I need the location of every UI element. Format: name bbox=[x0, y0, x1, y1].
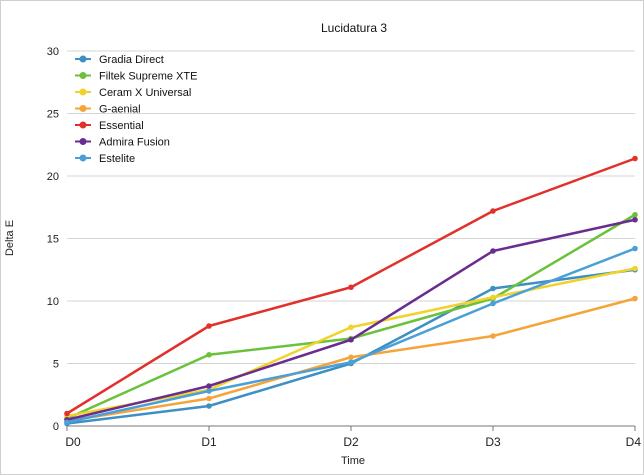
data-point bbox=[632, 155, 638, 162]
x-tick-label: D1 bbox=[201, 435, 217, 449]
legend: Gradia Direct Filtek Supreme XTE Ceram X U… bbox=[75, 54, 197, 165]
legend-item: Filtek Supreme XTE bbox=[75, 71, 197, 83]
series-essential bbox=[64, 155, 638, 417]
x-axis-title: Time bbox=[341, 455, 365, 467]
data-point bbox=[206, 383, 212, 389]
y-axis-title: Delta E bbox=[4, 220, 16, 256]
y-tick-label: 15 bbox=[47, 234, 59, 246]
legend-item: Admira Fusion bbox=[75, 137, 170, 149]
series-line bbox=[65, 247, 637, 424]
x-tick-label: D0 bbox=[65, 435, 81, 449]
x-tick-label: D2 bbox=[343, 435, 359, 449]
x-axis-ticks: D0 D1 D2 D3 D4 bbox=[65, 426, 641, 449]
legend-swatch-marker bbox=[79, 121, 87, 129]
legend-item: G-aenial bbox=[75, 104, 141, 116]
series-estelite bbox=[64, 245, 638, 426]
gridlines bbox=[67, 50, 635, 427]
legend-swatch-marker bbox=[79, 154, 87, 162]
data-point bbox=[632, 216, 638, 223]
legend-swatch-marker bbox=[79, 105, 87, 112]
legend-label: Gradia Direct bbox=[99, 54, 164, 66]
legend-swatch-marker bbox=[79, 138, 87, 145]
data-point bbox=[490, 208, 496, 214]
data-point bbox=[490, 333, 496, 339]
data-point bbox=[348, 359, 354, 366]
legend-label: Estelite bbox=[99, 153, 135, 165]
legend-item: Essential bbox=[75, 120, 144, 132]
data-point bbox=[490, 300, 496, 307]
data-point bbox=[632, 265, 638, 272]
data-point bbox=[348, 336, 354, 343]
y-axis-ticks: 0 5 10 15 20 25 30 bbox=[47, 46, 59, 433]
legend-swatch-marker bbox=[79, 55, 87, 63]
data-point bbox=[348, 324, 354, 331]
data-point bbox=[632, 245, 638, 252]
legend-label: Filtek Supreme XTE bbox=[99, 71, 197, 83]
legend-item: Gradia Direct bbox=[75, 54, 164, 66]
chart-title: Lucidatura 3 bbox=[321, 21, 387, 35]
series-line bbox=[65, 213, 637, 420]
y-tick-label: 10 bbox=[47, 296, 59, 308]
legend-item: Ceram X Universal bbox=[75, 87, 191, 99]
y-tick-label: 20 bbox=[47, 171, 59, 183]
series-group bbox=[64, 155, 638, 427]
legend-label: Admira Fusion bbox=[99, 137, 170, 149]
data-point bbox=[64, 419, 70, 426]
legend-item: Estelite bbox=[75, 153, 135, 165]
data-point bbox=[490, 285, 496, 292]
legend-swatch-marker bbox=[79, 72, 87, 79]
series-gradia-direct bbox=[64, 266, 638, 427]
x-tick-label: D3 bbox=[485, 435, 501, 449]
data-point bbox=[348, 354, 354, 361]
data-point bbox=[348, 284, 354, 291]
legend-label: Ceram X Universal bbox=[99, 87, 191, 99]
data-point bbox=[632, 211, 638, 218]
y-tick-label: 25 bbox=[47, 109, 59, 121]
data-point bbox=[206, 403, 212, 409]
x-tick-label: D4 bbox=[626, 435, 642, 449]
data-point bbox=[64, 410, 70, 417]
legend-swatch-marker bbox=[79, 88, 87, 96]
y-tick-label: 30 bbox=[47, 46, 59, 58]
data-point bbox=[206, 351, 212, 358]
data-point bbox=[206, 323, 212, 329]
data-point bbox=[632, 295, 638, 302]
series-filtek-supreme-xte bbox=[64, 211, 638, 422]
y-tick-label: 0 bbox=[53, 421, 59, 433]
legend-label: G-aenial bbox=[99, 104, 141, 116]
data-point bbox=[490, 248, 496, 254]
legend-label: Essential bbox=[99, 120, 144, 132]
data-point bbox=[206, 388, 212, 394]
data-point bbox=[206, 395, 212, 402]
data-point bbox=[490, 294, 496, 301]
y-tick-label: 5 bbox=[53, 359, 59, 371]
